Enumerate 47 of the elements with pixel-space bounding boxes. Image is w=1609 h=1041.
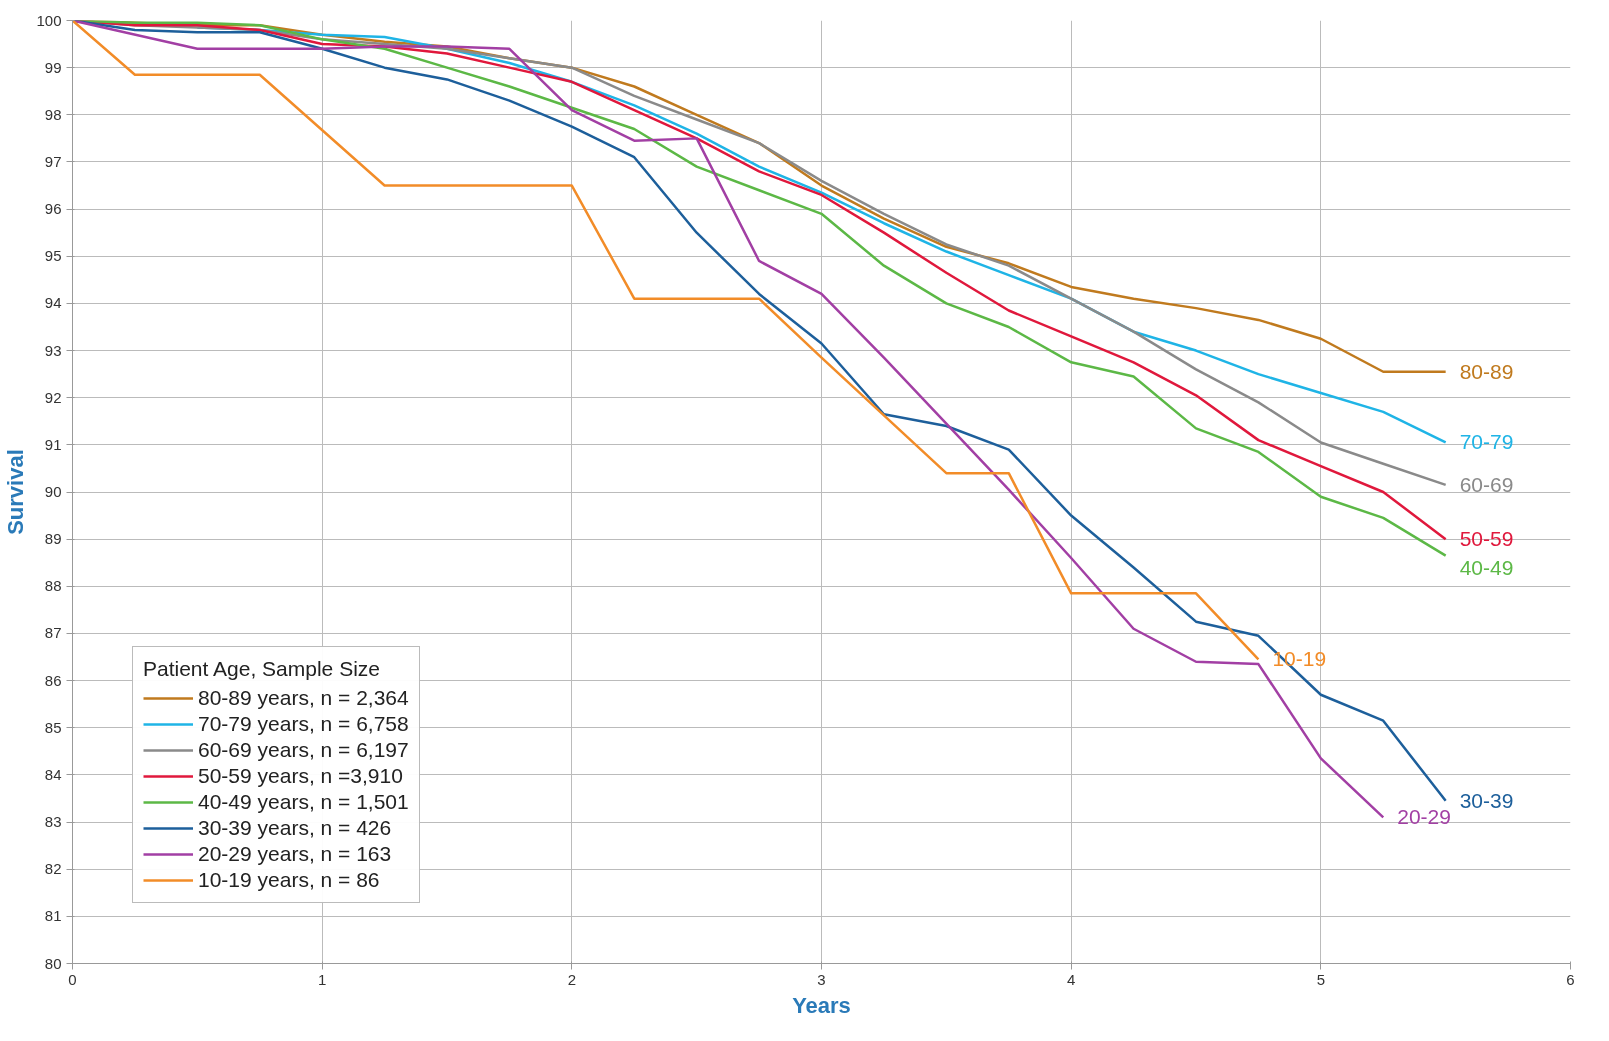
y-tick-label: 94 bbox=[44, 294, 62, 312]
y-tick-label: 80 bbox=[44, 954, 62, 972]
x-tick-label: 1 bbox=[318, 970, 327, 988]
y-tick-label: 91 bbox=[44, 435, 62, 453]
annotation: 70-79 bbox=[1459, 430, 1514, 454]
x-tick-label: 2 bbox=[567, 970, 577, 988]
annotation: 40-49 bbox=[1459, 555, 1514, 579]
line-series bbox=[72, 20, 1260, 661]
y-tick-label: 99 bbox=[44, 58, 62, 76]
y-tick-label: 97 bbox=[44, 152, 62, 170]
x-tick-label: 6 bbox=[1566, 970, 1575, 988]
y-axis-title: Survival bbox=[3, 449, 29, 535]
x-tick-label: 4 bbox=[1067, 970, 1076, 988]
legend-title: Patient Age, Sample Size bbox=[143, 657, 381, 681]
y-tick-label: 88 bbox=[44, 577, 62, 595]
y-tick-label: 95 bbox=[44, 247, 62, 265]
x-tick-label: 3 bbox=[817, 970, 826, 988]
y-tick-label: 84 bbox=[44, 765, 62, 783]
annotation: 30-39 bbox=[1459, 788, 1514, 812]
legend-label: 80-89 years, n = 2,364 bbox=[198, 686, 409, 710]
x-axis-title: Years bbox=[792, 992, 851, 1018]
y-tick-label: 96 bbox=[44, 200, 62, 218]
y-tick-label: 85 bbox=[44, 718, 62, 736]
legend-label: 30-39 years, n = 426 bbox=[198, 816, 392, 840]
y-tick-label: 82 bbox=[44, 860, 62, 878]
annotation: 60-69 bbox=[1459, 472, 1514, 496]
legend-label: 70-79 years, n = 6,758 bbox=[198, 712, 409, 736]
y-tick-label: 92 bbox=[44, 388, 62, 406]
y-tick-label: 100 bbox=[36, 11, 62, 29]
y-tick-label: 83 bbox=[44, 813, 62, 831]
y-tick-label: 93 bbox=[44, 341, 62, 359]
y-tick-label: 90 bbox=[44, 483, 62, 500]
legend-label: 40-49 years, n = 1,501 bbox=[198, 790, 409, 814]
annotation: 50-59 bbox=[1459, 527, 1514, 551]
y-tick-label: 89 bbox=[44, 530, 62, 548]
y-tick-label: 86 bbox=[44, 671, 62, 689]
legend-label: 60-69 years, n = 6,197 bbox=[198, 738, 409, 762]
annotation: 20-29 bbox=[1397, 805, 1451, 829]
y-tick-label: 87 bbox=[44, 624, 62, 642]
y-tick-label: 98 bbox=[44, 105, 62, 123]
legend-label: 20-29 years, n = 163 bbox=[198, 842, 392, 866]
y-tick-label: 81 bbox=[44, 907, 62, 925]
legend-label: 10-19 years, n = 86 bbox=[198, 868, 380, 892]
x-tick-label: 5 bbox=[1316, 970, 1326, 988]
x-tick-label: 0 bbox=[68, 970, 77, 988]
annotation: 80-89 bbox=[1459, 359, 1514, 383]
legend-label: 50-59 years, n =3,910 bbox=[198, 764, 403, 788]
